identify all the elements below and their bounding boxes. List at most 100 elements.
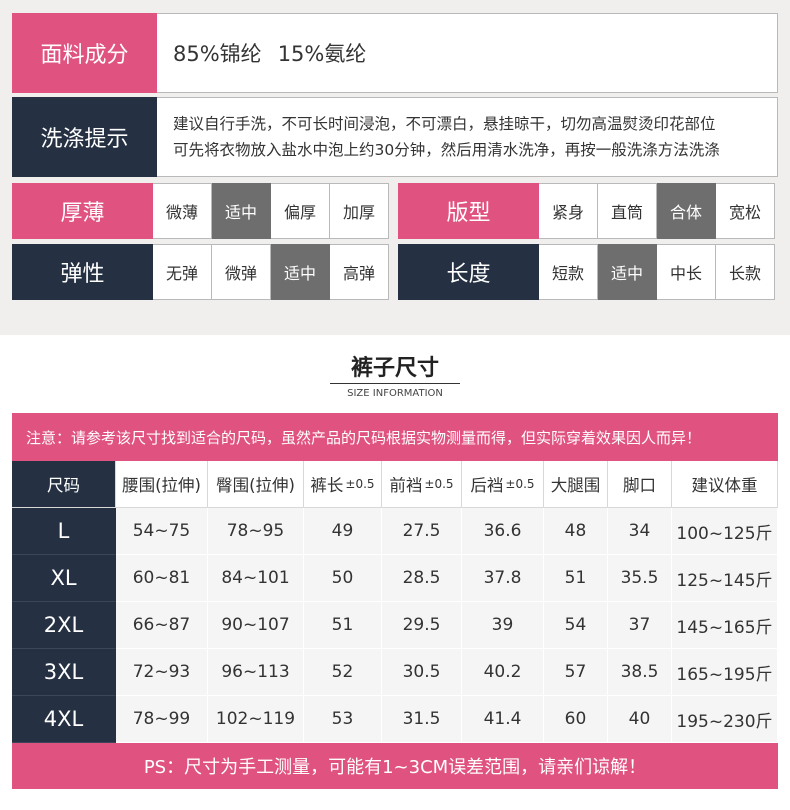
table-row: XL 60~81 84~101 50 28.5 37.8 51 35.5 125…	[12, 555, 778, 602]
size-table: 尺码 腰围(拉伸) 臀围(拉伸) 裤长 ±0.5 前裆 ±0.5 后裆 ±0.5 大腿…	[12, 461, 778, 743]
table-header-cell: 前裆 ±0.5	[382, 461, 462, 508]
style-option: 合体	[657, 183, 716, 239]
table-cell: 40.2	[462, 649, 544, 696]
header-text: 后裆	[470, 476, 504, 495]
table-cell: 125~145斤	[672, 555, 778, 602]
table-cell: 37	[608, 602, 672, 649]
table-cell: 57	[544, 649, 608, 696]
wash-label: 洗涤提示	[12, 97, 157, 177]
table-header-cell: 建议体重	[672, 461, 778, 508]
table-row: 2XL 66~87 90~107 51 29.5 39 54 37 145~16…	[12, 602, 778, 649]
length-option: 适中	[598, 244, 657, 300]
table-cell: 60	[544, 696, 608, 743]
length-option: 中长	[657, 244, 716, 300]
table-cell: 31.5	[382, 696, 462, 743]
table-row: 4XL 78~99 102~119 53 31.5 41.4 60 40 195…	[12, 696, 778, 743]
elastic-row: 弹性 无弹 微弹 适中 高弹	[12, 244, 389, 300]
table-cell: 165~195斤	[672, 649, 778, 696]
table-cell: 41.4	[462, 696, 544, 743]
table-cell: 78~95	[208, 508, 304, 555]
table-cell: 48	[544, 508, 608, 555]
table-cell: 78~99	[116, 696, 208, 743]
table-cell: 54	[544, 602, 608, 649]
thickness-option: 加厚	[330, 183, 389, 239]
elastic-option: 无弹	[153, 244, 212, 300]
section-divider	[330, 383, 460, 384]
fabric-label: 面料成分	[12, 13, 157, 93]
header-text: 腰围(拉伸)	[122, 476, 201, 495]
wash-content: 建议自行手洗，不可长时间浸泡，不可漂白，悬挂晾干，切勿高温熨烫印花部位 可先将衣…	[157, 97, 778, 177]
table-cell: 39	[462, 602, 544, 649]
table-cell: 145~165斤	[672, 602, 778, 649]
fabric-row: 面料成分 85%锦纶 15%氨纶	[12, 13, 778, 93]
table-cell: 34	[608, 508, 672, 555]
elastic-option: 高弹	[330, 244, 389, 300]
table-cell: 60~81	[116, 555, 208, 602]
table-cell: 96~113	[208, 649, 304, 696]
header-text: 尺码	[47, 476, 80, 495]
table-cell: 28.5	[382, 555, 462, 602]
table-header-row: 尺码 腰围(拉伸) 臀围(拉伸) 裤长 ±0.5 前裆 ±0.5 后裆 ±0.5 大腿…	[12, 461, 778, 508]
table-cell: 51	[544, 555, 608, 602]
thickness-option: 偏厚	[271, 183, 330, 239]
table-header-cell: 臀围(拉伸)	[208, 461, 304, 508]
section-title: 裤子尺寸	[350, 356, 439, 381]
tolerance-text: ±0.5	[505, 477, 535, 491]
table-cell: 90~107	[208, 602, 304, 649]
table-cell: 72~93	[116, 649, 208, 696]
table-cell: 102~119	[208, 696, 304, 743]
size-cell: 4XL	[12, 696, 116, 743]
table-cell: 35.5	[608, 555, 672, 602]
table-cell: 84~101	[208, 555, 304, 602]
table-header-cell: 裤长 ±0.5	[304, 461, 382, 508]
ps-banner: PS：尺寸为手工测量，可能有1~3CM误差范围，请亲们谅解！	[12, 743, 778, 789]
thickness-row: 厚薄 微薄 适中 偏厚 加厚	[12, 183, 389, 239]
table-cell: 52	[304, 649, 382, 696]
length-label: 长度	[398, 244, 539, 300]
table-header-cell: 后裆 ±0.5	[462, 461, 544, 508]
tolerance-text: ±0.5	[424, 477, 454, 491]
fabric-item: 15%氨纶	[277, 42, 367, 66]
size-cell: 3XL	[12, 649, 116, 696]
table-header-cell: 大腿围	[544, 461, 608, 508]
size-cell: L	[12, 508, 116, 555]
table-cell: 66~87	[116, 602, 208, 649]
elastic-option: 微弹	[212, 244, 271, 300]
table-cell: 30.5	[382, 649, 462, 696]
style-row: 版型 紧身 直筒 合体 宽松	[398, 183, 775, 239]
table-cell: 36.6	[462, 508, 544, 555]
elastic-option: 适中	[271, 244, 330, 300]
header-text: 臀围(拉伸)	[216, 476, 295, 495]
table-header-cell: 脚口	[608, 461, 672, 508]
thickness-option: 适中	[212, 183, 271, 239]
table-header-cell: 尺码	[12, 461, 116, 508]
table-cell: 100~125斤	[672, 508, 778, 555]
fabric-item: 85%锦纶	[173, 42, 262, 66]
table-header-cell: 腰围(拉伸)	[116, 461, 208, 508]
header-text: 裤长	[310, 476, 344, 495]
table-cell: 53	[304, 696, 382, 743]
length-option: 短款	[539, 244, 598, 300]
wash-row: 洗涤提示 建议自行手洗，不可长时间浸泡，不可漂白，悬挂晾干，切勿高温熨烫印花部位…	[12, 97, 778, 177]
header-text: 前裆	[389, 476, 423, 495]
header-text: 建议体重	[691, 476, 758, 495]
fabric-content: 85%锦纶 15%氨纶	[157, 13, 778, 93]
table-cell: 51	[304, 602, 382, 649]
section-subtitle: SIZE INFORMATION	[347, 388, 443, 399]
table-row: L 54~75 78~95 49 27.5 36.6 48 34 100~125…	[12, 508, 778, 555]
wash-line: 可先将衣物放入盐水中泡上约30分钟，然后用清水洗净，再按一般洗涤方法洗涤	[173, 141, 720, 159]
table-cell: 37.8	[462, 555, 544, 602]
length-option: 长款	[716, 244, 775, 300]
length-row: 长度 短款 适中 中长 长款	[398, 244, 775, 300]
table-row: 3XL 72~93 96~113 52 30.5 40.2 57 38.5 16…	[12, 649, 778, 696]
thickness-label: 厚薄	[12, 183, 153, 239]
style-label: 版型	[398, 183, 539, 239]
table-cell: 195~230斤	[672, 696, 778, 743]
table-cell: 38.5	[608, 649, 672, 696]
notice-banner: 注意：请参考该尺寸找到适合的尺码，虽然产品的尺码根据实物测量而得，但实际穿着效果…	[12, 413, 778, 461]
table-cell: 54~75	[116, 508, 208, 555]
size-cell: 2XL	[12, 602, 116, 649]
tolerance-text: ±0.5	[345, 477, 375, 491]
wash-line: 建议自行手洗，不可长时间浸泡，不可漂白，悬挂晾干，切勿高温熨烫印花部位	[173, 115, 716, 133]
table-cell: 27.5	[382, 508, 462, 555]
